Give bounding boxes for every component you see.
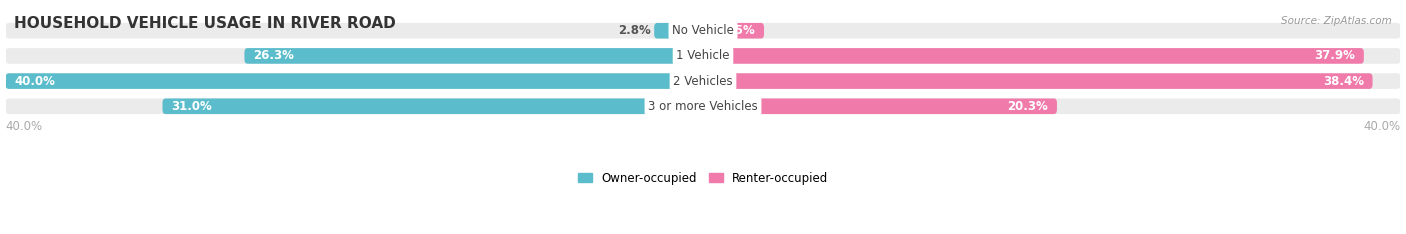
FancyBboxPatch shape: [245, 48, 700, 64]
FancyBboxPatch shape: [706, 73, 1372, 89]
Text: 3 or more Vehicles: 3 or more Vehicles: [648, 100, 758, 113]
FancyBboxPatch shape: [706, 48, 1364, 64]
FancyBboxPatch shape: [6, 23, 1400, 39]
Text: 40.0%: 40.0%: [14, 75, 55, 88]
FancyBboxPatch shape: [706, 99, 1057, 114]
Legend: Owner-occupied, Renter-occupied: Owner-occupied, Renter-occupied: [572, 167, 834, 189]
Text: 2 Vehicles: 2 Vehicles: [673, 75, 733, 88]
FancyBboxPatch shape: [6, 48, 1400, 64]
Text: 26.3%: 26.3%: [253, 49, 294, 62]
FancyBboxPatch shape: [654, 23, 700, 39]
Text: 40.0%: 40.0%: [1364, 120, 1400, 133]
Text: 38.4%: 38.4%: [1323, 75, 1364, 88]
FancyBboxPatch shape: [163, 99, 700, 114]
Text: 2.8%: 2.8%: [619, 24, 651, 37]
Text: 31.0%: 31.0%: [172, 100, 212, 113]
Text: 20.3%: 20.3%: [1008, 100, 1049, 113]
Text: 3.5%: 3.5%: [723, 24, 755, 37]
Text: No Vehicle: No Vehicle: [672, 24, 734, 37]
Text: 1 Vehicle: 1 Vehicle: [676, 49, 730, 62]
Text: 40.0%: 40.0%: [6, 120, 42, 133]
FancyBboxPatch shape: [6, 73, 1400, 89]
FancyBboxPatch shape: [6, 73, 700, 89]
FancyBboxPatch shape: [706, 23, 763, 39]
Text: HOUSEHOLD VEHICLE USAGE IN RIVER ROAD: HOUSEHOLD VEHICLE USAGE IN RIVER ROAD: [14, 16, 396, 31]
Text: 37.9%: 37.9%: [1315, 49, 1355, 62]
FancyBboxPatch shape: [6, 99, 1400, 114]
Text: Source: ZipAtlas.com: Source: ZipAtlas.com: [1281, 16, 1392, 26]
